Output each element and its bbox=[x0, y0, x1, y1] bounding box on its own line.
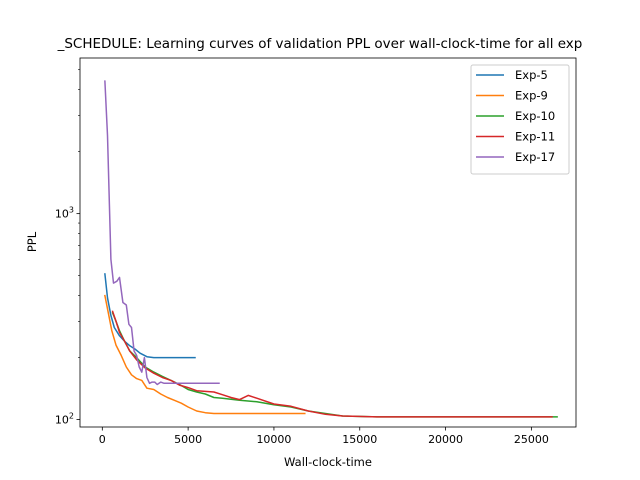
y-axis: 102 103 bbox=[55, 69, 80, 427]
y-tick-label: 102 bbox=[55, 412, 74, 427]
legend: Exp-5 Exp-9 Exp-10 Exp-11 Exp-17 bbox=[470, 64, 570, 175]
legend-label-2: Exp-9 bbox=[515, 89, 548, 103]
plot-lines bbox=[104, 80, 558, 418]
y-tick-label: 103 bbox=[55, 206, 74, 221]
x-tick-label: 10000 bbox=[256, 433, 291, 446]
x-tick-label: 15000 bbox=[342, 433, 377, 446]
x-tick-label: 0 bbox=[99, 433, 106, 446]
x-axis: 0 5000 10000 15000 20000 25000 bbox=[99, 427, 549, 446]
x-tick-label: 25000 bbox=[514, 433, 549, 446]
series-line-5 bbox=[104, 80, 220, 386]
legend-label-5: Exp-17 bbox=[515, 150, 555, 164]
series-line-2 bbox=[104, 294, 306, 415]
x-tick-label: 5000 bbox=[174, 433, 202, 446]
x-tick-label: 20000 bbox=[428, 433, 463, 446]
series-line-1 bbox=[104, 273, 196, 359]
y-axis-label: PPL bbox=[25, 231, 39, 252]
plot-frame bbox=[79, 57, 577, 428]
chart-title: _SCHEDULE: Learning curves of validation… bbox=[57, 36, 583, 52]
legend-label-1: Exp-5 bbox=[515, 68, 548, 82]
legend-frame bbox=[470, 64, 570, 175]
x-axis-label: Wall-clock-time bbox=[284, 455, 372, 469]
legend-label-3: Exp-10 bbox=[515, 109, 555, 123]
series-line-4 bbox=[111, 310, 553, 418]
legend-label-4: Exp-11 bbox=[515, 130, 555, 144]
